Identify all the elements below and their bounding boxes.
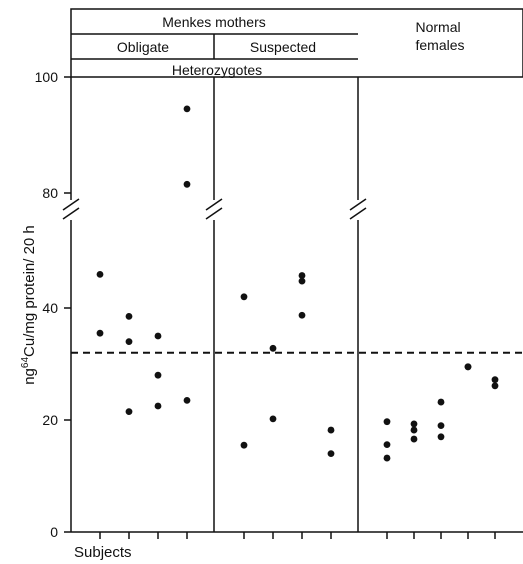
axis-break-marks: [62, 198, 367, 220]
data-point-normal-females-s2-1: [410, 420, 418, 428]
data-point-suspected-s1-2: [240, 441, 248, 449]
data-point-obligate-s4-3: [183, 397, 191, 404]
break-mark-sep2-a: [349, 198, 367, 211]
break-mark-axis-b: [62, 207, 80, 220]
break-mark-sep1-b: [205, 207, 223, 220]
x-axis-title: Subjects: [74, 544, 132, 561]
ticks-layer: 0 20 40 80 100: [35, 69, 496, 540]
y-axis-title-superscript: 64: [20, 357, 31, 369]
data-point-obligate-s2-1: [125, 313, 133, 320]
break-mark-axis-a: [62, 198, 80, 211]
data-point-normal-females-s1-2: [383, 441, 391, 449]
data-point-obligate-s2-3: [125, 408, 133, 415]
data-point-normal-females-s5-1: [491, 376, 499, 384]
data-point-normal-females-s1-3: [383, 454, 391, 462]
data-point-suspected-s2-1: [269, 344, 277, 352]
data-point-obligate-s3-2: [154, 371, 162, 379]
data-point-normal-females-s4-2: [464, 363, 472, 371]
data-point-suspected-s1-1: [240, 293, 248, 301]
data-point-suspected-s3-3: [298, 311, 306, 319]
header-normal-females: Normal females: [415, 19, 464, 53]
break-mark-sep1-a: [205, 198, 223, 211]
header-table: [70, 8, 523, 78]
header-normal-line-2: females: [415, 37, 464, 53]
header-menkes-mothers: Menkes mothers: [162, 14, 265, 30]
data-point-suspected-s2-2: [269, 415, 277, 423]
header-normal-line-1: Normal: [415, 19, 460, 35]
y-axis-title-unit: ng: [21, 368, 38, 385]
data-point-obligate-s2-2: [125, 338, 133, 345]
header-obligate: Obligate: [117, 39, 169, 55]
data-point-obligate-s1-2: [96, 329, 104, 337]
points-layer: [96, 105, 499, 462]
header-heterozygotes: Heterozygotes: [172, 62, 262, 78]
y-tick-label-0: 0: [50, 524, 58, 540]
data-point-obligate-s4-2: [183, 180, 191, 188]
data-point-normal-females-s5-2: [491, 382, 499, 390]
data-point-suspected-s4-1: [327, 426, 335, 434]
y-tick-label-100: 100: [35, 69, 59, 85]
data-point-suspected-s3-1: [298, 272, 306, 279]
data-point-obligate-s3-1: [154, 332, 162, 340]
data-point-obligate-s1-1: [96, 271, 104, 278]
data-point-normal-females-s3-3: [437, 433, 445, 441]
y-axis-title: ng64Cu/mg protein/ 20 h: [20, 225, 38, 385]
data-point-normal-females-s1-1: [383, 418, 391, 426]
header-suspected: Suspected: [250, 39, 316, 55]
y-axis-title-rest: Cu/mg protein/ 20 h: [21, 225, 38, 357]
data-point-normal-females-s3-2: [437, 422, 445, 429]
header-frame: [70, 8, 523, 78]
data-point-suspected-s4-2: [327, 450, 335, 457]
y-tick-label-40: 40: [42, 300, 58, 316]
data-point-normal-females-s2-3: [410, 435, 418, 443]
data-point-obligate-s4-1: [183, 105, 191, 113]
y-tick-label-20: 20: [42, 412, 58, 428]
data-point-normal-females-s2-2: [410, 426, 418, 434]
data-point-normal-females-s3-1: [437, 398, 445, 406]
y-tick-label-80: 80: [42, 185, 58, 201]
data-point-obligate-s3-3: [154, 402, 162, 410]
break-mark-sep2-b: [349, 207, 367, 220]
data-point-suspected-s3-2: [298, 277, 306, 285]
